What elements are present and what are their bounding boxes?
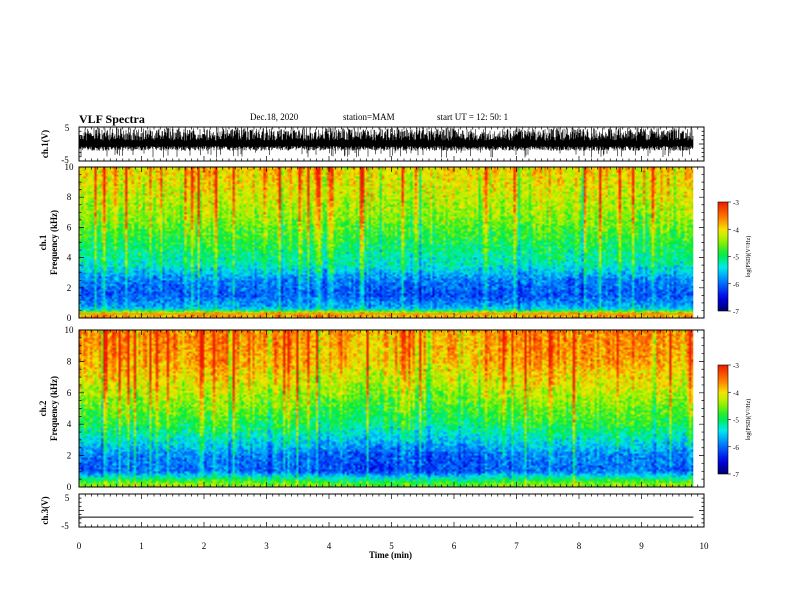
ch1-waveform-ylabel: ch.1(V): [40, 130, 50, 158]
ch1-ytick-label: 4: [67, 253, 72, 263]
x-axis-label: Time (min): [369, 550, 412, 560]
ch2-ytick-label: 4: [67, 419, 72, 429]
date-label: Dec.18, 2020: [250, 112, 299, 122]
ch1-colorbar-tick-label: -3: [733, 199, 739, 207]
station-label: station=MAM: [343, 112, 395, 122]
ch2-frequency-ylabel: Frequency (kHz): [49, 376, 59, 441]
xtick-label: 7: [514, 541, 519, 551]
xtick-label: 5: [389, 541, 394, 551]
ch1-spectrogram: [79, 167, 694, 318]
ch1-waveform-yticks: [79, 126, 704, 162]
ch1-ytick-label: 0: [67, 313, 72, 323]
ch3-ytick-label: 5: [65, 493, 70, 503]
ch1-ytick-label: 8: [67, 192, 72, 202]
ch1-colorbar-tick-label: -7: [733, 308, 739, 316]
ch1-ytick-label: -5: [61, 155, 69, 165]
ch1-ytick-label: 2: [67, 283, 72, 293]
ch2-spectrogram: [79, 330, 694, 487]
xtick-label: 8: [577, 541, 582, 551]
ch3-waveform-xticks: [78, 494, 705, 527]
figure-title: VLF Spectra: [79, 112, 145, 126]
xtick-label: 4: [327, 541, 332, 551]
xtick-label: 3: [264, 541, 269, 551]
ch2-colorbar-tick-label: -5: [733, 417, 739, 425]
ch2-colorbar-tick-label: -3: [733, 362, 739, 370]
start-time-label: start UT = 12: 50: 1: [437, 112, 509, 122]
ch2-ytick-label: 10: [65, 325, 75, 335]
ch1-colorbar-tick-label: -4: [733, 226, 739, 234]
ch2-spectrogram-blank: [693, 330, 704, 487]
ch3-ytick-label: -5: [61, 521, 69, 531]
ch1-ytick-label: 5: [65, 123, 70, 133]
ch1-ytick-label: 10: [65, 162, 75, 172]
ch2-ytick-label: 8: [67, 356, 72, 366]
ch2-colorbar-tick-label: -4: [733, 389, 739, 397]
xtick-label: 0: [77, 541, 82, 551]
xtick-label: 2: [202, 541, 207, 551]
ch2-ytick-label: 2: [67, 451, 72, 461]
ch1-waveform-xticks: [78, 127, 705, 161]
ch1-colorbar-label: log(PSD)(V²/Hz): [745, 236, 752, 277]
ch1-waveform-trace: [78, 127, 694, 158]
ch2-colorbar-label: log(PSD)(V²/Hz): [745, 399, 752, 440]
xtick-label: 6: [452, 541, 457, 551]
ch2-spectrogram-xticks: [78, 330, 705, 487]
ch1-channel-label: ch.1: [38, 234, 48, 250]
ch1-spectrogram-xticks: [78, 167, 705, 318]
ch2-ytick-label: 0: [67, 482, 72, 492]
ch2-colorbar-tick-label: -6: [733, 444, 739, 452]
ch2-channel-label: ch.2: [38, 400, 48, 416]
ch1-frequency-ylabel: Frequency (kHz): [49, 210, 59, 275]
ch3-waveform-ylabel: ch.3(V): [40, 496, 50, 524]
ch1-spectrogram-blank: [693, 167, 704, 318]
ch2-colorbar-tick-label: -7: [733, 471, 739, 479]
ch1-spectrogram-yticks: [79, 166, 704, 319]
ch1-ytick-label: 6: [67, 222, 72, 232]
ch1-colorbar: [717, 201, 729, 312]
ch1-colorbar-tick-label: -6: [733, 281, 739, 289]
ch1-colorbar-tick-label: -5: [733, 254, 739, 262]
ch2-colorbar: [717, 364, 729, 475]
ch2-ytick-label: 6: [67, 388, 72, 398]
ch3-waveform-yticks: [79, 493, 704, 528]
xtick-label: 9: [639, 541, 644, 551]
xtick-label: 1: [139, 541, 144, 551]
ch2-spectrogram-yticks: [79, 329, 704, 488]
xtick-label: 10: [700, 541, 710, 551]
